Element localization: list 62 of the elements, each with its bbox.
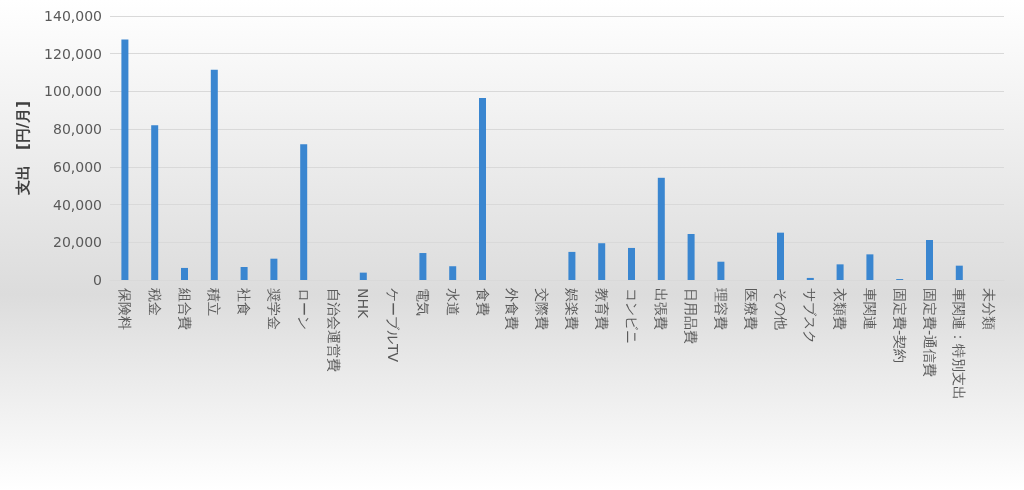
x-tick-label: 食費 xyxy=(474,288,491,316)
bar xyxy=(359,272,367,280)
x-tick-label: 教育費 xyxy=(593,288,610,330)
bar xyxy=(717,261,725,280)
bar xyxy=(866,254,874,280)
x-tick-label: 車関連 xyxy=(861,288,878,330)
x-tick-label: 理容費 xyxy=(712,288,729,330)
bar xyxy=(687,233,695,280)
x-tick-label: サブスク xyxy=(802,288,819,344)
x-tick-label: 車関連：特別支出 xyxy=(951,288,968,400)
x-tick-label: 日用品費 xyxy=(683,288,700,344)
y-tick-label: 20,000 xyxy=(53,234,102,251)
x-tick-label: 組合費 xyxy=(176,287,193,330)
x-tick-label: 衣類費 xyxy=(832,288,849,330)
bar xyxy=(121,39,129,280)
x-tick-label: 自治会運営費 xyxy=(325,288,342,372)
x-tick-label: その他 xyxy=(772,288,789,330)
y-tick-label: 60,000 xyxy=(53,158,102,175)
bar xyxy=(628,247,635,280)
bar xyxy=(181,267,188,280)
bar xyxy=(270,258,278,280)
bar xyxy=(657,177,665,280)
x-tick-label: NHK xyxy=(355,288,372,319)
x-tick-label: 出張費 xyxy=(653,288,670,330)
bar xyxy=(598,243,606,280)
bar xyxy=(806,277,814,280)
bar xyxy=(300,144,308,280)
x-tick-label: 積立 xyxy=(206,288,223,316)
x-tick-label: 交際費 xyxy=(534,288,551,330)
y-tick-label: 80,000 xyxy=(53,121,102,138)
bar xyxy=(210,69,218,280)
y-tick-label: 140,000 xyxy=(44,8,102,24)
x-tick-label: ローン xyxy=(295,288,312,330)
x-tick-label: 固定費-通信費 xyxy=(921,288,938,378)
y-tick-label: 40,000 xyxy=(53,196,102,213)
y-tick-label: 100,000 xyxy=(44,83,102,100)
x-tick-label: 外食費 xyxy=(504,288,521,330)
bar xyxy=(777,232,784,280)
y-axis-title: 支出 [円/月] xyxy=(13,100,32,197)
y-tick-label: 120,000 xyxy=(44,45,102,62)
x-tick-label: 保険料 xyxy=(116,288,133,330)
y-tick-label: 0 xyxy=(93,272,102,288)
x-tick-label: 未分類 xyxy=(981,288,998,330)
x-tick-label: 税金 xyxy=(146,288,163,316)
x-tick-label: 娯楽費 xyxy=(563,288,580,330)
bar xyxy=(955,265,963,280)
bar xyxy=(419,253,427,280)
x-tick-label: 水道 xyxy=(444,288,461,316)
x-tick-label: コンビニ xyxy=(623,288,640,344)
bar xyxy=(836,264,844,280)
bar xyxy=(449,266,457,280)
x-tick-label: 医療費 xyxy=(742,288,759,330)
bar xyxy=(240,266,248,280)
bar xyxy=(568,251,576,280)
x-tick-label: 社食 xyxy=(236,288,253,316)
x-tick-label: 電気 xyxy=(414,288,431,316)
x-tick-label: 固定費-契約 xyxy=(891,288,908,364)
x-tick-label: ケーブルTV xyxy=(385,288,402,363)
bar xyxy=(479,98,486,280)
bar xyxy=(926,240,933,280)
bar xyxy=(151,125,159,280)
x-tick-label: 奨学金 xyxy=(265,288,282,330)
